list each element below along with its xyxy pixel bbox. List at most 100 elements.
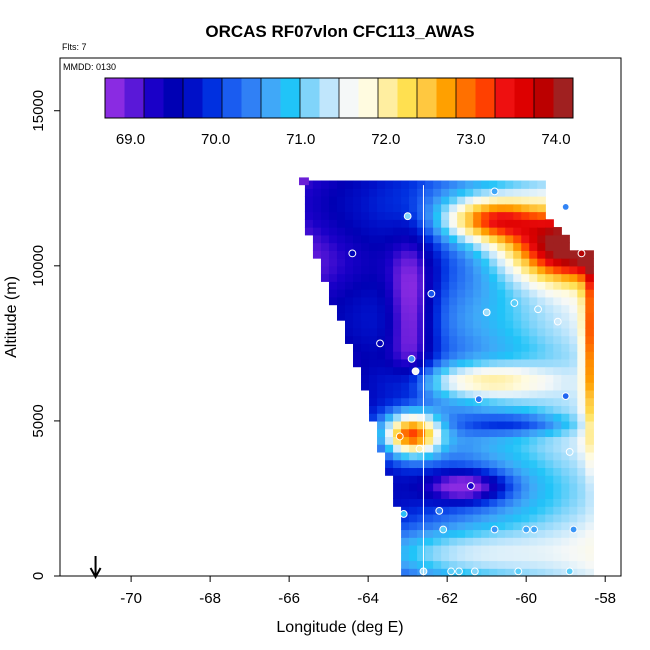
- heatmap-cell: [569, 265, 578, 275]
- y-axis-label: Altitude (m): [3, 276, 20, 358]
- heatmap-cell: [457, 552, 466, 562]
- heatmap-cell: [369, 397, 378, 406]
- heatmap-cell: [569, 498, 578, 507]
- heatmap-cell: [457, 498, 466, 507]
- heatmap-cell: [328, 273, 338, 282]
- heatmap-cell: [328, 242, 338, 251]
- heatmap-cell: [561, 351, 570, 360]
- heatmap-cell: [361, 258, 370, 267]
- heatmap-cell: [449, 444, 458, 453]
- heatmap-cell: [465, 475, 474, 484]
- heatmap-cell: [449, 436, 458, 445]
- colorbar-tick-label: 69.0: [116, 131, 145, 148]
- heatmap-cell: [537, 482, 546, 492]
- heatmap-cell: [441, 490, 450, 500]
- heatmap-cell: [417, 273, 426, 282]
- heatmap-cell: [553, 273, 562, 282]
- heatmap-cell: [401, 227, 410, 236]
- heatmap-cell: [505, 413, 514, 422]
- heatmap-cell: [328, 281, 338, 290]
- heatmap-cell: [353, 273, 362, 282]
- heatmap-cell: [529, 482, 538, 492]
- heatmap-cell: [417, 521, 426, 531]
- heatmap-cell: [537, 219, 546, 228]
- heatmap-cell: [409, 343, 418, 352]
- heatmap-cell: [377, 203, 386, 213]
- heatmap-cell: [449, 537, 458, 546]
- heatmap-cell: [577, 343, 586, 352]
- heatmap-cell: [473, 227, 482, 236]
- heatmap-cell: [353, 242, 362, 251]
- heatmap-cell: [417, 537, 426, 546]
- heatmap-cell: [537, 475, 546, 484]
- heatmap-cell: [361, 296, 370, 306]
- heatmap-cell: [529, 444, 538, 453]
- heatmap-cell: [521, 498, 530, 507]
- heatmap-cell: [353, 343, 362, 352]
- heatmap-cell: [465, 289, 474, 298]
- heatmap-cell: [417, 475, 426, 484]
- heatmap-cell: [353, 289, 362, 298]
- heatmap-cell: [457, 289, 466, 298]
- heatmap-cell: [545, 234, 554, 244]
- colorbar-segment: [261, 78, 281, 118]
- heatmap-cell: [409, 289, 418, 298]
- heatmap-cell: [529, 498, 538, 507]
- heatmap-cell: [513, 289, 522, 298]
- heatmap-cell: [449, 265, 458, 275]
- heatmap-cell: [385, 281, 394, 290]
- heatmap-cell: [385, 327, 394, 337]
- heatmap-cell: [545, 219, 554, 228]
- heatmap-cell: [497, 211, 506, 220]
- heatmap-cell: [441, 351, 450, 360]
- heatmap-cell: [569, 513, 578, 523]
- heatmap-cell: [561, 475, 570, 484]
- heatmap-cell: [545, 568, 554, 577]
- heatmap-cell: [353, 188, 362, 197]
- sample-marker: [435, 506, 444, 515]
- heatmap-cell: [465, 250, 474, 259]
- heatmap-cell: [513, 552, 522, 562]
- heatmap-cell: [505, 405, 514, 414]
- heatmap-cell: [320, 180, 330, 189]
- heatmap-cell: [545, 358, 554, 368]
- heatmap-cell: [497, 227, 506, 236]
- sample-marker: [561, 202, 570, 211]
- heatmap-cell: [441, 296, 450, 306]
- heatmap-cell: [369, 250, 378, 259]
- heatmap-cell: [385, 304, 394, 313]
- heatmap-cell: [537, 351, 546, 360]
- heatmap-cell: [393, 196, 402, 205]
- heatmap-cell: [409, 296, 418, 306]
- colorbar-segment: [124, 78, 145, 118]
- heatmap-cell: [457, 312, 466, 321]
- heatmap-cell: [409, 389, 418, 399]
- heatmap-cell: [465, 420, 474, 430]
- heatmap-cell: [497, 413, 506, 422]
- heatmap-cell: [312, 219, 322, 228]
- heatmap-cell: [569, 343, 578, 352]
- heatmap-cell: [561, 250, 570, 259]
- heatmap-cell: [473, 498, 482, 507]
- sample-marker: [439, 525, 448, 534]
- heatmap-cell: [497, 265, 506, 275]
- heatmap-cell: [505, 211, 514, 220]
- heatmap-cell: [336, 304, 346, 313]
- heatmap-cell: [361, 343, 370, 352]
- heatmap-cell: [336, 234, 346, 244]
- heatmap-cell: [369, 405, 378, 414]
- heatmap-cell: [336, 188, 346, 197]
- heatmap-cell: [441, 382, 450, 391]
- heatmap-cell: [553, 289, 562, 298]
- heatmap-cell: [457, 374, 466, 383]
- heatmap-cell: [433, 327, 442, 337]
- heatmap-cell: [320, 211, 330, 220]
- heatmap-cell: [417, 529, 426, 538]
- heatmap-cell: [513, 467, 522, 476]
- heatmap-cell: [425, 374, 434, 383]
- heatmap-cell: [553, 451, 562, 461]
- heatmap-cell: [449, 420, 458, 430]
- heatmap-cell: [417, 320, 426, 329]
- heatmap-cell: [553, 413, 562, 422]
- heatmap-cell: [513, 273, 522, 282]
